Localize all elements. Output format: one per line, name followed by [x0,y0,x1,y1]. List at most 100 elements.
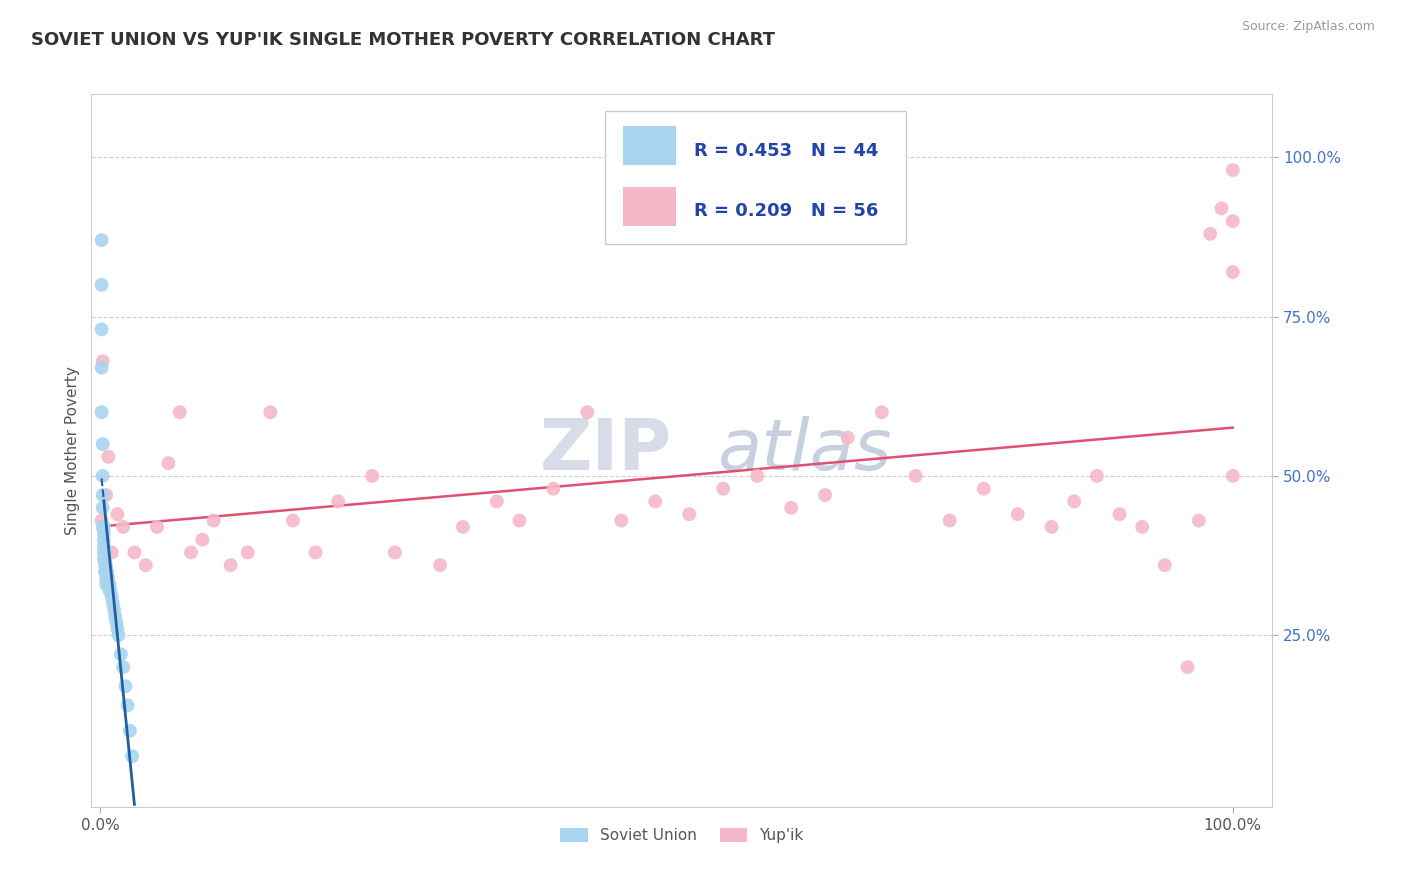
Point [94,577,117,591]
Point [1222,163,1244,178]
Legend: Soviet Union, Yup'ik: Soviet Union, Yup'ik [554,822,810,849]
Point [93,533,115,547]
Point [711,482,734,496]
Point [1199,227,1222,241]
Point [870,405,893,419]
Point [103,603,125,617]
Y-axis label: Single Mother Poverty: Single Mother Poverty [65,366,80,535]
Point [93,526,115,541]
Point [117,698,139,713]
Point [94,488,117,502]
Text: ZIP: ZIP [540,416,672,485]
Point [94,558,117,573]
Point [107,507,129,521]
Point [107,628,129,642]
Point [904,469,927,483]
Point [1040,520,1063,534]
Point [101,596,124,610]
Point [157,456,180,470]
Point [610,514,633,528]
Point [1177,660,1199,674]
Point [97,571,120,585]
Point [90,233,112,247]
Point [543,482,565,496]
FancyBboxPatch shape [605,112,907,244]
Point [90,360,112,375]
Point [281,514,304,528]
Point [973,482,995,496]
Point [91,520,114,534]
Point [105,615,128,630]
Point [747,469,769,483]
Text: R = 0.209   N = 56: R = 0.209 N = 56 [693,202,879,220]
Point [90,405,112,419]
Point [1211,202,1233,216]
Point [1222,214,1244,228]
Point [485,494,508,508]
FancyBboxPatch shape [623,187,676,226]
Point [236,545,259,559]
Point [814,488,837,502]
Point [451,520,474,534]
Point [304,545,326,559]
Point [1222,469,1244,483]
Point [837,431,859,445]
Point [429,558,451,573]
Point [97,450,120,464]
Point [678,507,700,521]
Point [91,354,114,368]
Point [90,277,112,292]
Point [1007,507,1029,521]
Point [91,488,114,502]
Point [384,545,406,559]
Point [91,500,114,515]
Text: R = 0.453   N = 44: R = 0.453 N = 44 [693,142,879,160]
Point [1063,494,1085,508]
Point [121,749,143,764]
Point [112,660,135,674]
Point [107,622,129,636]
Point [110,648,132,662]
Point [576,405,599,419]
Point [100,545,122,559]
Text: Source: ZipAtlas.com: Source: ZipAtlas.com [1241,20,1375,33]
Point [124,545,146,559]
Point [91,469,114,483]
Point [938,514,960,528]
Point [96,571,118,585]
Point [96,565,118,579]
FancyBboxPatch shape [623,127,676,165]
Point [93,551,115,566]
Point [94,565,117,579]
Point [104,609,127,624]
Point [93,539,115,553]
Point [219,558,242,573]
Point [94,571,117,585]
Point [1130,520,1153,534]
Text: SOVIET UNION VS YUP'IK SINGLE MOTHER POVERTY CORRELATION CHART: SOVIET UNION VS YUP'IK SINGLE MOTHER POV… [31,31,775,49]
Point [94,565,117,579]
Point [1222,265,1244,279]
Point [98,583,121,598]
Point [328,494,350,508]
Point [100,590,122,604]
Point [94,545,117,559]
Point [644,494,666,508]
Point [180,545,202,559]
Point [259,405,281,419]
Point [1153,558,1175,573]
Point [93,520,115,534]
Point [191,533,214,547]
Point [135,558,157,573]
Point [94,558,117,573]
Point [1188,514,1211,528]
Point [90,514,112,528]
Point [94,551,117,566]
Point [112,520,135,534]
Point [202,514,225,528]
Point [146,520,169,534]
Point [93,545,115,559]
Point [1108,507,1130,521]
Point [97,577,120,591]
Point [91,437,114,451]
